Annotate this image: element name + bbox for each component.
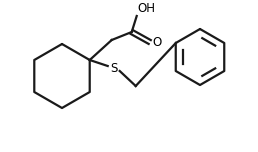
Text: S: S <box>110 62 117 74</box>
Text: OH: OH <box>138 2 156 16</box>
Text: O: O <box>152 36 161 50</box>
